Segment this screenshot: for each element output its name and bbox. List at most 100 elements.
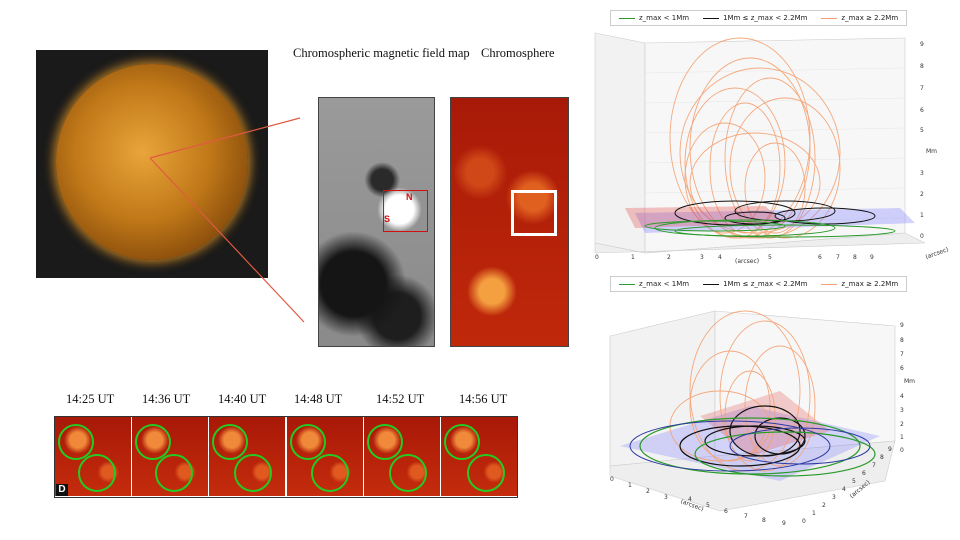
region-circle [311, 454, 349, 492]
time-label: 14:56 UT [459, 392, 508, 406]
y-tick: 3 [832, 494, 836, 501]
y-tick: 8 [880, 454, 884, 461]
time-label: 14:40 UT [218, 392, 267, 406]
x-tick: 7 [744, 513, 748, 520]
x-tick: 9 [870, 254, 874, 261]
legend-label-orange: z_max ≥ 2.2Mm [841, 280, 899, 288]
region-circle [155, 454, 193, 492]
y-tick: 1 [812, 510, 816, 517]
x-tick: 6 [818, 254, 822, 261]
region-circle [212, 424, 248, 460]
y-tick: 6 [862, 470, 866, 477]
z-tick: 6 [920, 107, 924, 114]
y-tick: 9 [888, 446, 892, 453]
region-circle [444, 424, 480, 460]
time-label: 14:52 UT [376, 392, 425, 406]
z-tick: 2 [920, 191, 924, 198]
x-tick: 3 [664, 494, 668, 501]
z-tick: 3 [920, 170, 924, 177]
x-tick: 7 [836, 254, 840, 261]
z-tick: 7 [900, 351, 904, 358]
x-tick: 1 [631, 254, 635, 261]
z-tick: 2 [900, 421, 904, 428]
x-tick: 0 [610, 476, 614, 483]
region-circle [290, 424, 326, 460]
z-tick: 8 [920, 63, 924, 70]
x-tick: 4 [688, 496, 692, 503]
z-tick: 7 [920, 85, 924, 92]
region-circle [467, 454, 505, 492]
x-tick: 1 [628, 482, 632, 489]
x-tick: 2 [646, 488, 650, 495]
y-tick: 4 [842, 486, 846, 493]
x-tick: 8 [762, 517, 766, 524]
z-tick: 6 [900, 365, 904, 372]
connector-line-top [149, 117, 301, 159]
x-tick: 2 [667, 254, 671, 261]
x-tick: 9 [782, 520, 786, 527]
legend-swatch-orange [821, 283, 838, 285]
legend-top: z_max < 1Mm 1Mm ≤ z_max < 2.2Mm z_max ≥ … [610, 10, 908, 26]
x-tick: 5 [768, 254, 772, 261]
region-circle [58, 424, 94, 460]
region-highlight-box [511, 190, 557, 236]
north-polarity-label: N [406, 192, 413, 202]
field-line-plot-top [594, 32, 926, 254]
time-label: 14:36 UT [142, 392, 191, 406]
chromosphere-caption: Chromosphere [481, 46, 555, 60]
y-tick: 7 [872, 462, 876, 469]
z-axis-label-bottom: Mm [904, 378, 916, 385]
legend-label-green: z_max < 1Mm [639, 280, 690, 288]
y-tick: 2 [822, 502, 826, 509]
legend-label-orange: z_max ≥ 2.2Mm [841, 14, 899, 22]
z-tick: 0 [920, 233, 924, 240]
full-disk-sun-image [36, 50, 268, 278]
legend-swatch-orange [821, 17, 838, 19]
panel-label: D [56, 484, 68, 496]
legend-swatch-black [703, 283, 720, 285]
legend-swatch-green [619, 283, 635, 285]
region-circle [135, 424, 171, 460]
z-tick: 4 [900, 393, 904, 400]
chromosphere-image [450, 97, 569, 347]
z-tick: 3 [900, 407, 904, 414]
time-strip-border [54, 416, 518, 498]
legend-bottom: z_max < 1Mm 1Mm ≤ z_max < 2.2Mm z_max ≥ … [610, 276, 908, 292]
z-tick: 9 [920, 41, 924, 48]
legend-label-black: 1Mm ≤ z_max < 2.2Mm [723, 14, 808, 22]
z-tick: 9 [900, 322, 904, 329]
legend-label-black: 1Mm ≤ z_max < 2.2Mm [723, 280, 808, 288]
z-axis-label-top: Mm [926, 148, 938, 155]
z-tick: 5 [920, 127, 924, 134]
region-circle [234, 454, 272, 492]
z-tick: 8 [900, 337, 904, 344]
sun-disk [56, 64, 248, 260]
legend-label-green: z_max < 1Mm [639, 14, 690, 22]
z-tick: 1 [920, 212, 924, 219]
y-tick: 5 [852, 478, 856, 485]
region-circle [78, 454, 116, 492]
magnetic-field-map [318, 97, 435, 347]
x-tick: 0 [595, 254, 599, 261]
south-polarity-label: S [384, 214, 391, 224]
z-tick: 1 [900, 434, 904, 441]
x-tick: 4 [718, 254, 722, 261]
x-tick: 8 [853, 254, 857, 261]
time-label: 14:48 UT [294, 392, 343, 406]
field-line-plot-bottom [609, 310, 896, 512]
x-tick: 6 [724, 508, 728, 515]
connector-line-bottom [149, 157, 305, 323]
z-tick: 0 [900, 447, 904, 454]
mag-map-caption: Chromospheric magnetic field map [293, 46, 470, 60]
y-tick: 0 [802, 518, 806, 525]
legend-swatch-green [619, 17, 635, 19]
polarity-box [383, 190, 428, 232]
region-circle [367, 424, 403, 460]
x-tick: 5 [706, 502, 710, 509]
region-circle [389, 454, 427, 492]
time-label: 14:25 UT [66, 392, 115, 406]
legend-swatch-black [703, 17, 720, 19]
x-axis-label-top: (arcsec) [735, 258, 760, 265]
x-tick: 3 [700, 254, 704, 261]
